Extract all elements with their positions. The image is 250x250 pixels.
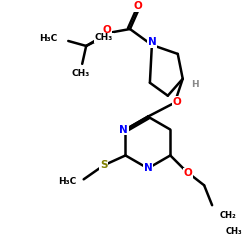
Text: O: O bbox=[134, 1, 142, 11]
Text: H₃C: H₃C bbox=[39, 34, 58, 43]
Text: H: H bbox=[191, 80, 198, 89]
Text: N: N bbox=[148, 37, 156, 47]
Text: O: O bbox=[103, 25, 112, 35]
Text: CH₃: CH₃ bbox=[71, 69, 89, 78]
Text: N: N bbox=[119, 124, 128, 134]
Text: CH₂: CH₂ bbox=[220, 211, 237, 220]
Text: CH₃: CH₃ bbox=[226, 226, 243, 235]
Text: O: O bbox=[172, 97, 181, 107]
Text: N: N bbox=[144, 164, 152, 173]
Text: S: S bbox=[100, 160, 107, 170]
Text: H₃C: H₃C bbox=[58, 177, 77, 186]
Text: CH₃: CH₃ bbox=[95, 34, 113, 42]
Text: O: O bbox=[184, 168, 192, 178]
